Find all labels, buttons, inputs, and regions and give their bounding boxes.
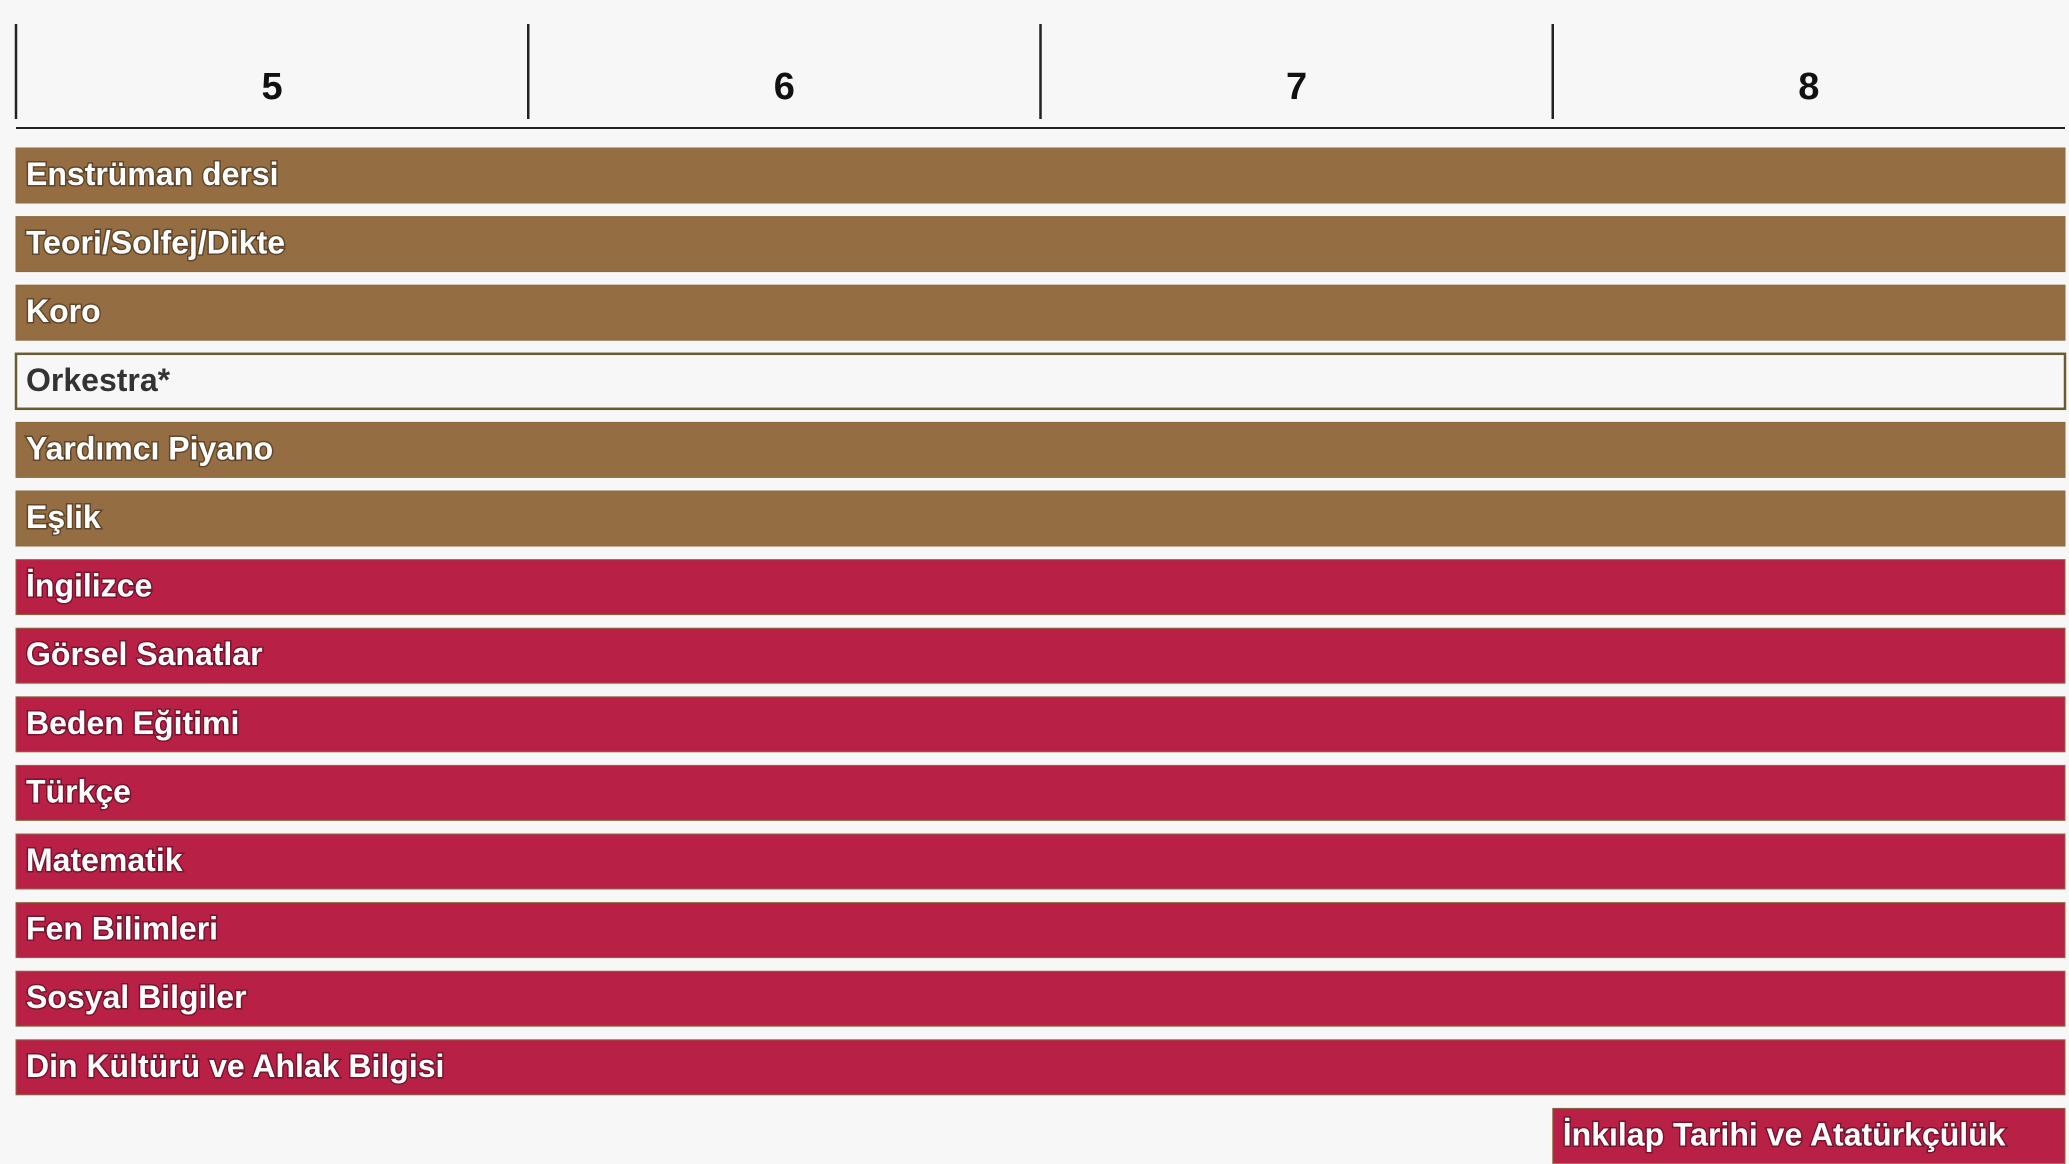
task-label: Fen Bilimleri xyxy=(26,911,218,947)
task-label: Türkçe xyxy=(26,773,131,809)
column-label: 7 xyxy=(1286,66,1307,108)
task-bar xyxy=(15,216,2066,273)
task-label: Teori/Solfej/Dikte xyxy=(26,225,285,261)
task-bar xyxy=(15,627,2066,684)
task-label: Sosyal Bilgiler xyxy=(26,979,247,1015)
task-bar xyxy=(15,970,2066,1027)
column-label: 5 xyxy=(262,66,283,108)
task-bar xyxy=(15,559,2066,616)
task-label: Din Kültürü ve Ahlak Bilgisi xyxy=(26,1048,444,1084)
task-label: Beden Eğitimi xyxy=(26,705,239,741)
task-label: Koro xyxy=(26,293,101,329)
task-bar xyxy=(15,902,2066,959)
task-bar xyxy=(15,147,2066,204)
task-label: Orkestra* xyxy=(26,362,171,398)
task-bar xyxy=(15,833,2066,890)
task-bar xyxy=(15,490,2066,547)
task-label: İngilizce xyxy=(26,568,152,604)
task-bar xyxy=(15,696,2066,753)
task-label: Yardımcı Piyano xyxy=(26,430,273,466)
task-bar xyxy=(14,352,2067,411)
column-label: 8 xyxy=(1798,66,1819,108)
task-label: Enstrüman dersi xyxy=(26,156,279,192)
task-bar xyxy=(15,1039,2066,1096)
task-label: Eşlik xyxy=(26,499,101,535)
task-label: Görsel Sanatlar xyxy=(26,636,263,672)
column-label: 6 xyxy=(774,66,795,108)
task-bar xyxy=(1552,1107,2066,1164)
task-bar xyxy=(15,764,2066,821)
task-label: İnkılap Tarihi ve Atatürkçülük xyxy=(1563,1116,2006,1152)
task-label: Matematik xyxy=(26,842,183,878)
task-bar xyxy=(15,421,2066,478)
task-bar xyxy=(15,284,2066,341)
